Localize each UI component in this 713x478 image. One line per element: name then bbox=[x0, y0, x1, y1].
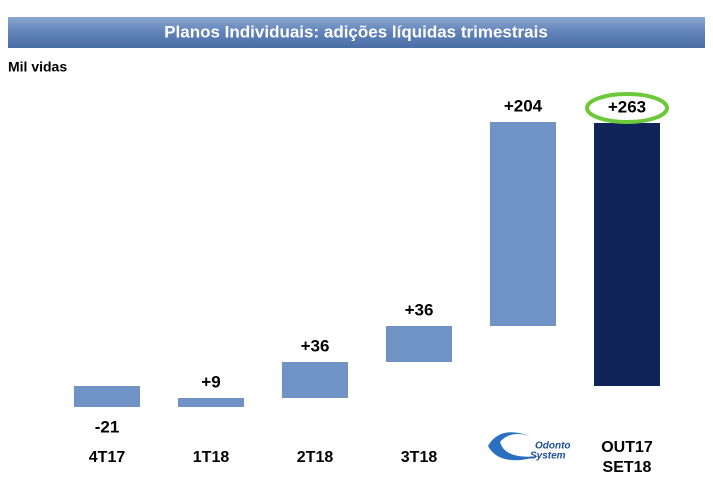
chart-title: Planos Individuais: adições líquidas tri… bbox=[164, 22, 548, 41]
value-label: -21 bbox=[95, 417, 120, 436]
x-tick-label: 3T18 bbox=[400, 449, 438, 466]
title-bar bbox=[8, 17, 705, 48]
bar bbox=[282, 362, 348, 398]
x-tick-label: OUT17 SET18 bbox=[601, 439, 653, 476]
value-label: +36 bbox=[405, 300, 434, 319]
value-label: +263 bbox=[608, 97, 646, 116]
logo-text: Odonto bbox=[535, 441, 571, 452]
x-tick-label: 2T18 bbox=[296, 449, 334, 466]
x-tick-label: 4T17 bbox=[88, 449, 126, 466]
highlight-ring bbox=[585, 92, 669, 124]
value-label: +9 bbox=[201, 372, 220, 391]
bar bbox=[490, 122, 556, 326]
bar bbox=[178, 398, 244, 407]
x-tick-label: 1T18 bbox=[192, 449, 230, 466]
bar bbox=[74, 386, 140, 407]
value-label: +204 bbox=[504, 96, 543, 115]
logo-swoosh bbox=[488, 432, 540, 461]
value-label: +36 bbox=[301, 336, 330, 355]
logo: Odonto System bbox=[488, 432, 571, 462]
bar bbox=[386, 326, 452, 362]
subtitle: Mil vidas bbox=[8, 59, 67, 75]
bar bbox=[594, 123, 660, 386]
logo-text: System bbox=[530, 451, 566, 462]
